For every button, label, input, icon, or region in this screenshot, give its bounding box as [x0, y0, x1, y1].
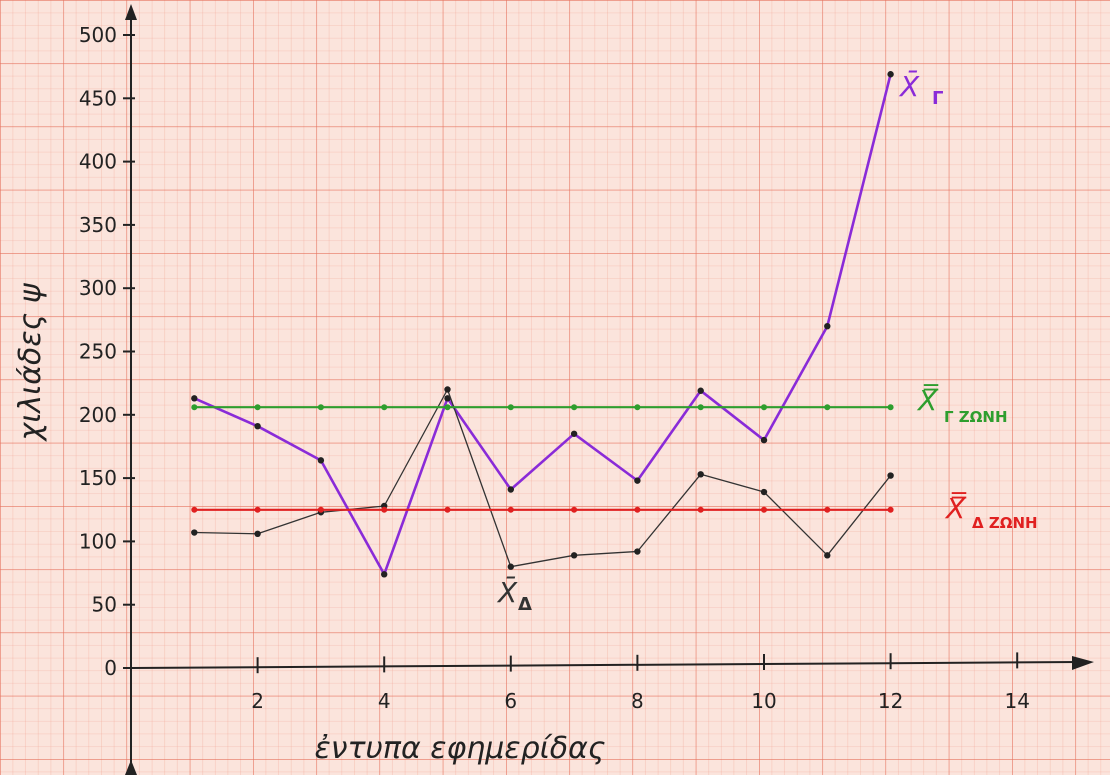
data-point [381, 571, 388, 578]
data-point [444, 506, 451, 513]
y-axis-arrow-bottom [125, 760, 137, 775]
data-point [570, 430, 578, 437]
x-tick-label: 12 [878, 689, 903, 713]
y-axis-arrow [125, 4, 137, 20]
series-label-sub: Δ ΖΩΝΗ [972, 514, 1038, 532]
y-tick-label: 250 [79, 340, 117, 364]
data-point [507, 506, 514, 513]
series-label: X̄ [898, 69, 920, 103]
data-point [381, 506, 388, 513]
x-axis-line [130, 661, 1081, 669]
y-tick-label: 150 [79, 466, 117, 490]
data-point [697, 471, 704, 478]
data-point [444, 404, 451, 411]
data-point [191, 529, 198, 536]
series-label-sub: Γ [932, 88, 943, 109]
data-point [634, 477, 641, 484]
series-label-sub: Γ ΖΩΝΗ [944, 408, 1008, 426]
y-tick-label: 100 [79, 529, 117, 553]
data-point [254, 506, 261, 513]
y-tick-label: 500 [79, 23, 117, 47]
y-axis-label: χιλιάδες ψ [13, 282, 48, 442]
data-point [317, 404, 324, 411]
x-tick-label: 6 [504, 689, 517, 713]
x-tick-label: 8 [631, 689, 644, 713]
y-axis-ticks: 0 50 100 150 200 250 300 350 400 450 500 [79, 23, 135, 680]
y-tick-label: 0 [104, 656, 117, 680]
data-point [887, 472, 894, 479]
data-point [317, 506, 324, 513]
data-point [444, 386, 451, 393]
data-point [824, 322, 831, 330]
data-point [191, 404, 198, 411]
data-point [444, 395, 451, 402]
x-axis-ticks: 2 4 6 8 10 12 14 [251, 652, 1030, 713]
x-tick-label: 10 [751, 689, 776, 713]
data-point [254, 422, 261, 430]
data-point [570, 552, 578, 559]
data-point [634, 404, 641, 411]
data-point [824, 404, 831, 411]
data-point [697, 387, 704, 394]
data-point [761, 404, 767, 411]
data-point [507, 404, 514, 411]
data-point [381, 404, 388, 411]
y-tick-label: 300 [79, 276, 117, 300]
data-point [254, 404, 261, 411]
data-point [317, 457, 325, 464]
data-point [634, 548, 641, 555]
data-point [571, 506, 578, 513]
data-point [507, 486, 514, 493]
data-point [697, 506, 704, 513]
series-layer [191, 71, 894, 578]
data-point [887, 404, 894, 411]
data-point [824, 552, 831, 559]
y-tick-label: 200 [79, 403, 117, 427]
x-axis-label: ἐντυπα εφημερίδας [314, 731, 605, 766]
y-tick-label: 450 [79, 86, 117, 110]
y-tick-label: 350 [79, 213, 117, 237]
data-point [191, 395, 198, 402]
series-label: X̿ [916, 384, 939, 417]
data-point [507, 563, 514, 570]
x-axis-arrow [1072, 656, 1094, 670]
y-tick-label: 400 [79, 150, 117, 174]
data-point [634, 506, 641, 513]
x-tick-label: 14 [1004, 689, 1029, 713]
series-line [193, 73, 892, 576]
x-tick-label: 2 [251, 689, 264, 713]
data-point [191, 506, 198, 513]
data-point [887, 506, 894, 513]
data-point [824, 506, 831, 513]
data-point [887, 71, 894, 78]
data-point [760, 436, 768, 444]
data-point [571, 404, 578, 411]
series-line [194, 388, 892, 568]
data-point [254, 530, 261, 538]
series-label: X̿ [944, 492, 967, 525]
series-label-sub: Δ [518, 594, 532, 615]
data-point [760, 488, 768, 496]
series-label: X̄ [496, 575, 518, 609]
data-point [761, 506, 767, 513]
data-point [697, 404, 704, 411]
x-tick-label: 4 [378, 689, 391, 713]
axes [125, 4, 1094, 775]
y-tick-label: 50 [92, 593, 117, 617]
